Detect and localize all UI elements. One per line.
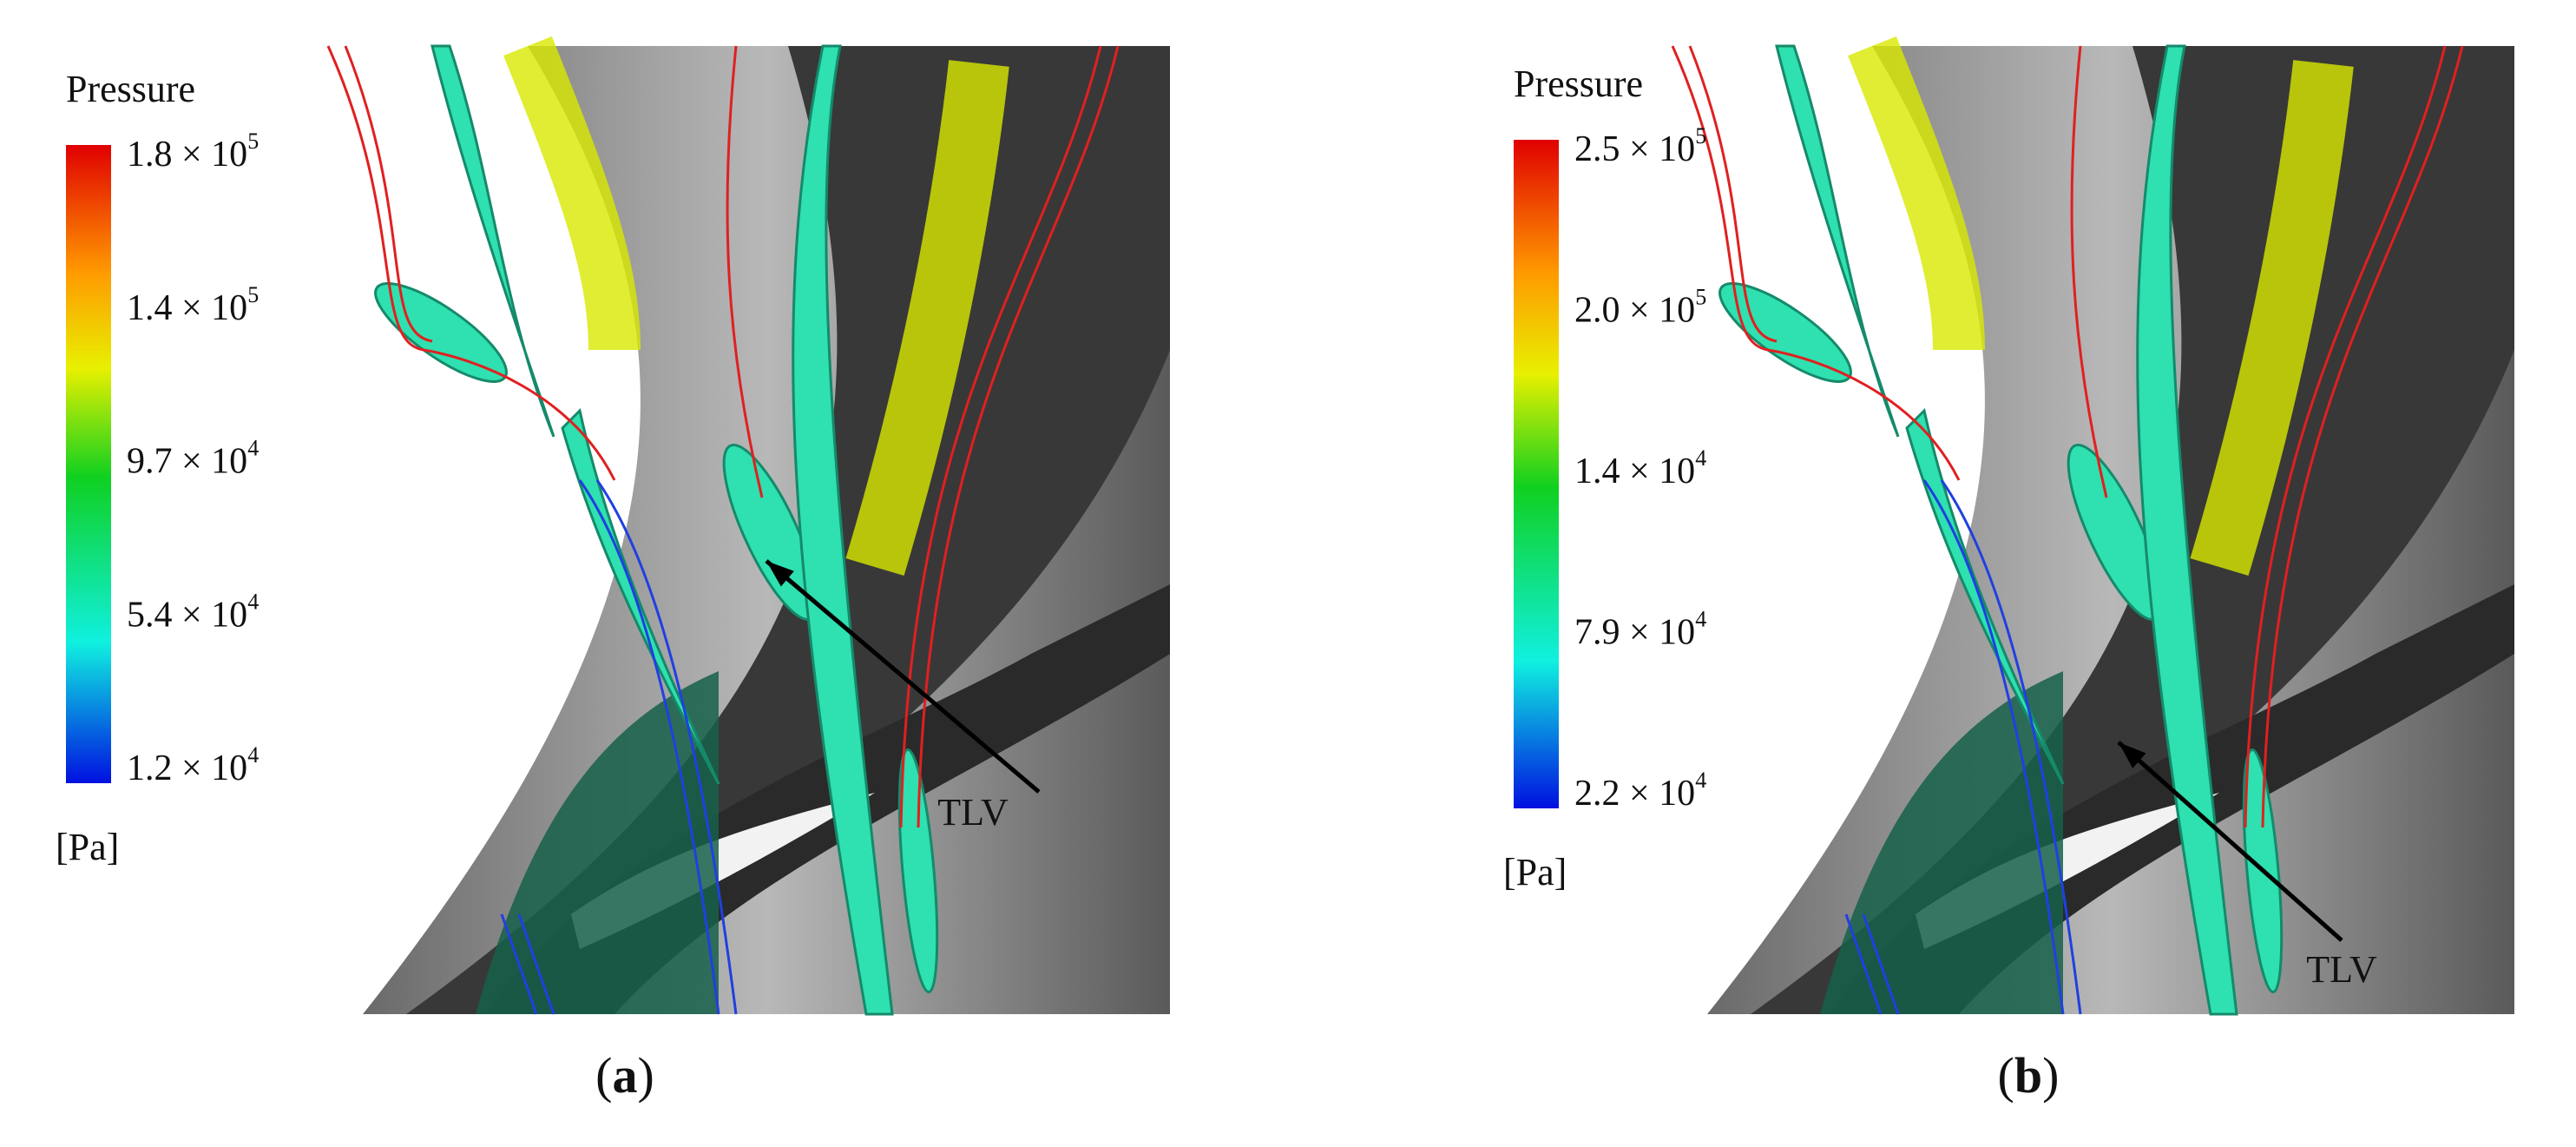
legend-unit: [Pa] [56,826,119,868]
tick-text: 1.8 × 10 [127,135,247,175]
colorbar-tick-label: 1.4 × 105 [127,282,259,328]
tick-exponent: 5 [1695,284,1706,309]
rendering [328,46,1170,1014]
arrow-head [2119,742,2146,768]
rendering [1672,46,2514,1014]
caption: (a) [595,1047,654,1104]
colorbar-tick-label: 1.4 × 104 [1574,445,1706,491]
colorbar [66,145,111,783]
legend-title: Pressure [1514,63,1643,105]
legend-unit: [Pa] [1503,851,1567,893]
tick-exponent: 5 [247,282,259,307]
annotation: TLV [2306,948,2377,991]
tick-text: 5.4 × 10 [127,595,247,635]
caption-paren: ( [595,1047,612,1104]
caption-paren: ) [638,1047,654,1104]
tick-exponent: 4 [1695,606,1706,631]
tick-exponent: 4 [247,742,259,768]
colorbar-tick-label: 1.8 × 105 [127,129,259,175]
tick-text: 2.0 × 10 [1574,290,1695,330]
tick-exponent: 4 [1695,768,1706,793]
tick-exponent: 5 [1695,123,1706,148]
tick-exponent: 4 [1695,445,1706,471]
tick-text: 1.4 × 10 [127,287,247,327]
annotation: TLV [937,791,1009,834]
colorbar-tick-label: 2.0 × 105 [1574,284,1706,330]
caption-paren: ( [1998,1047,2014,1104]
tick-text: 9.7 × 10 [127,441,247,481]
colorbar-tick-label: 2.5 × 105 [1574,123,1706,169]
colorbar [1514,140,1559,808]
tick-text: 2.2 × 10 [1574,774,1695,814]
caption: (b) [1998,1047,2060,1104]
arrow [765,559,1041,794]
tick-exponent: 4 [247,435,259,460]
arrow [2117,741,2343,942]
arrow-head [766,561,794,587]
colorbar-tick-label: 7.9 × 104 [1574,606,1706,652]
colorbar-tick-label: 1.2 × 104 [127,742,259,788]
tick-exponent: 4 [247,589,259,614]
colorbar-tick-label: 5.4 × 104 [127,589,259,635]
colorbar-tick-label: 2.2 × 104 [1574,768,1706,814]
tick-text: 1.2 × 10 [127,748,247,788]
tick-exponent: 5 [247,129,259,154]
colorbar-tick-label: 9.7 × 104 [127,435,259,481]
caption-label: b [2014,1047,2042,1104]
legend-title: Pressure [66,68,195,110]
tick-text: 2.5 × 10 [1574,129,1695,169]
caption-paren: ) [2042,1047,2059,1104]
tick-text: 1.4 × 10 [1574,452,1695,491]
caption-label: a [613,1047,638,1104]
tick-text: 7.9 × 10 [1574,612,1695,652]
